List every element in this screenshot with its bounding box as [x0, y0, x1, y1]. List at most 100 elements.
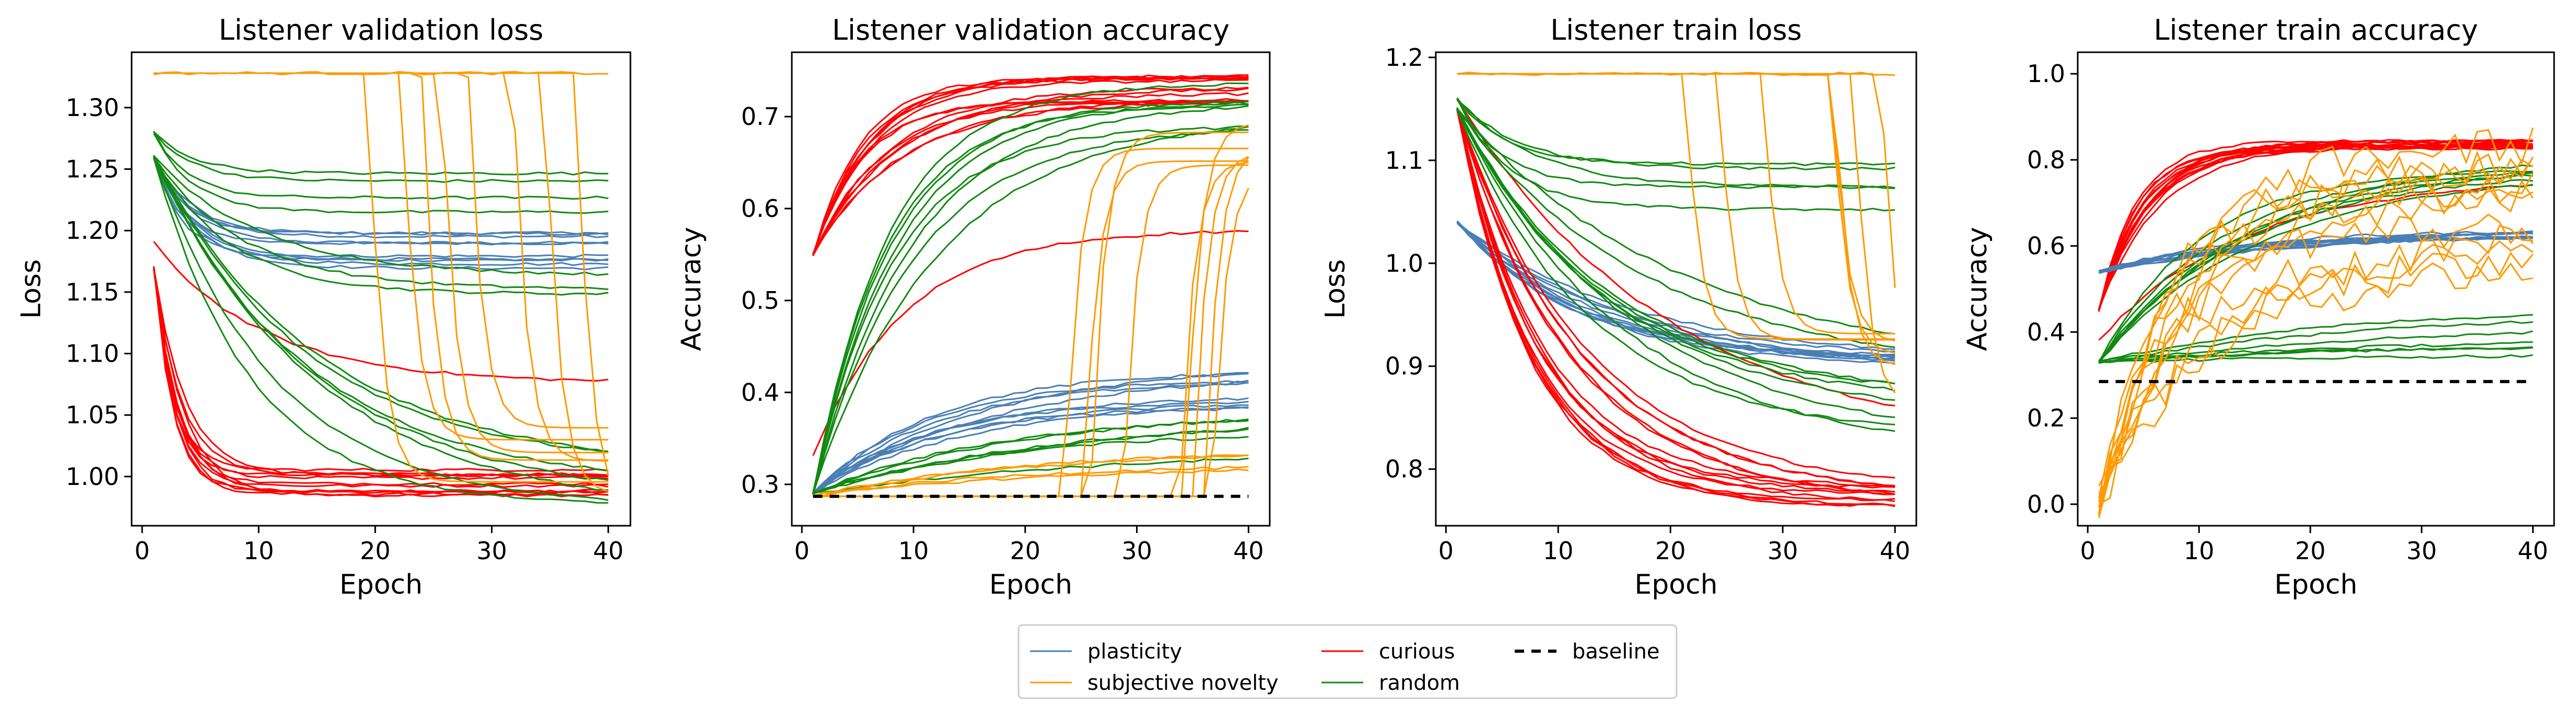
series-line-curious — [153, 241, 608, 382]
series-line-curious — [812, 87, 1249, 257]
x-axis-label: Epoch — [2274, 569, 2357, 600]
series-line-curious — [153, 268, 608, 478]
x-tick-label: 10 — [1543, 537, 1574, 565]
x-tick-label: 40 — [2518, 537, 2548, 565]
x-tick-label: 30 — [476, 537, 507, 565]
series-line-curious — [812, 99, 1249, 255]
y-tick-label: 0.4 — [741, 378, 779, 407]
series-line-curious — [1456, 110, 1895, 507]
series-line-random — [812, 100, 1249, 494]
series-line-curious — [812, 230, 1249, 456]
series-line-random — [153, 131, 608, 183]
x-tick-label: 40 — [593, 537, 624, 565]
y-axis-label: Accuracy — [676, 227, 707, 351]
series-line-plasticity — [812, 406, 1249, 494]
panel-validation-loss: 0 10 20 30 40 1.00 1.05 1.10 1.15 1.20 1.25 1.30 Lis… — [16, 14, 631, 600]
x-axis-label: Epoch — [1634, 569, 1717, 600]
y-tick-label: 1.00 — [66, 462, 119, 491]
x-tick-label: 20 — [1655, 537, 1686, 565]
series-line-subjective-novelty — [2098, 262, 2533, 494]
x-tick-label: 40 — [1880, 537, 1911, 565]
series-line-plasticity — [153, 155, 608, 267]
series-line-random — [153, 157, 608, 501]
series-line-curious — [2098, 140, 2533, 311]
y-tick-label: 1.1 — [1385, 146, 1423, 175]
series-line-random — [1456, 109, 1895, 425]
series-line-subjective-novelty — [2098, 213, 2534, 487]
chart-title: Listener validation loss — [219, 14, 544, 47]
y-tick-label: 0.3 — [741, 470, 779, 499]
plot-area — [2098, 128, 2534, 518]
series-line-random — [153, 157, 608, 491]
series-line-random — [812, 125, 1249, 494]
x-tick-label: 0 — [794, 537, 810, 565]
axes-frame — [1435, 51, 1917, 527]
series-line-subjective-novelty — [1457, 73, 1895, 354]
series-line-random — [2099, 330, 2533, 363]
y-axis-label: Accuracy — [1962, 227, 1993, 351]
y-tick-label: 0.8 — [2027, 146, 2065, 174]
series-line-plasticity — [812, 406, 1249, 493]
y-tick-label: 1.0 — [1385, 249, 1423, 277]
series-line-random — [1456, 108, 1895, 385]
series-line-random — [812, 101, 1249, 493]
series-line-random — [2098, 179, 2533, 364]
x-tick-label: 40 — [1233, 537, 1264, 565]
series-line-plasticity — [812, 373, 1249, 494]
series-line-curious — [153, 268, 608, 480]
series-line-subjective-novelty — [813, 454, 1249, 497]
chart-title: Listener train loss — [1550, 14, 1802, 47]
series-line-random — [1456, 107, 1895, 432]
y-tick-label: 1.05 — [66, 401, 119, 429]
series-line-plasticity — [153, 157, 608, 271]
panel-train-accuracy: 0 10 20 30 40 0.0 0.2 0.4 0.6 0.8 1.0 Listener trai… — [1962, 14, 2555, 600]
legend: plasticity subjective novelty curious ra… — [1017, 624, 1678, 699]
series-line-plasticity — [153, 156, 608, 245]
series-line-curious — [812, 75, 1249, 256]
series-line-random — [812, 105, 1249, 493]
series-line-random — [153, 157, 608, 453]
series-line-random — [1456, 109, 1895, 392]
y-tick-label: 0.0 — [2027, 490, 2065, 518]
x-axis-label: Epoch — [989, 569, 1072, 600]
series-line-curious — [812, 98, 1249, 256]
series-line-plasticity — [1456, 221, 1895, 350]
series-line-random — [153, 155, 608, 454]
y-tick-label: 1.15 — [66, 278, 119, 306]
series-line-random — [1456, 97, 1895, 166]
axes-frame — [2077, 51, 2555, 527]
series-line-plasticity — [153, 156, 608, 246]
series-line-plasticity — [812, 397, 1249, 495]
series-line-subjective-novelty — [2098, 128, 2534, 499]
y-tick-label: 1.30 — [66, 94, 119, 122]
series-line-random — [153, 155, 608, 276]
series-line-random — [813, 457, 1249, 493]
panel-train-loss: 0 10 20 30 40 0.8 0.9 1.0 1.1 1.2 Listener train l… — [1320, 14, 1917, 600]
panel-validation-accuracy: 0 10 20 30 40 0.3 0.4 0.5 0.6 0.7 Listener validat… — [676, 14, 1271, 600]
plot-area — [1456, 72, 1896, 507]
series-line-random — [813, 428, 1249, 494]
series-line-curious — [2098, 139, 2533, 311]
axes-frame — [131, 51, 631, 527]
series-line-random — [812, 103, 1249, 494]
series-line-subjective-novelty — [154, 72, 608, 429]
y-tick-label: 0.8 — [1385, 455, 1423, 483]
series-line-curious — [153, 267, 608, 494]
series-line-random — [153, 131, 608, 200]
series-line-curious — [2098, 143, 2533, 311]
series-line-curious — [812, 78, 1249, 255]
series-line-curious — [1456, 108, 1895, 489]
y-tick-label: 1.25 — [66, 155, 119, 183]
y-tick-label: 1.10 — [66, 340, 119, 368]
series-line-subjective-novelty — [813, 454, 1249, 497]
y-axis-label: Loss — [1320, 259, 1351, 319]
x-tick-label: 20 — [1010, 537, 1041, 565]
series-line-curious — [1456, 108, 1895, 507]
series-line-plasticity — [1456, 222, 1895, 357]
series-line-random — [2099, 341, 2533, 364]
y-tick-label: 0.9 — [1385, 352, 1423, 380]
y-tick-label: 0.6 — [2027, 232, 2065, 260]
y-tick-label: 0.5 — [741, 286, 779, 315]
series-line-curious — [2098, 144, 2533, 311]
